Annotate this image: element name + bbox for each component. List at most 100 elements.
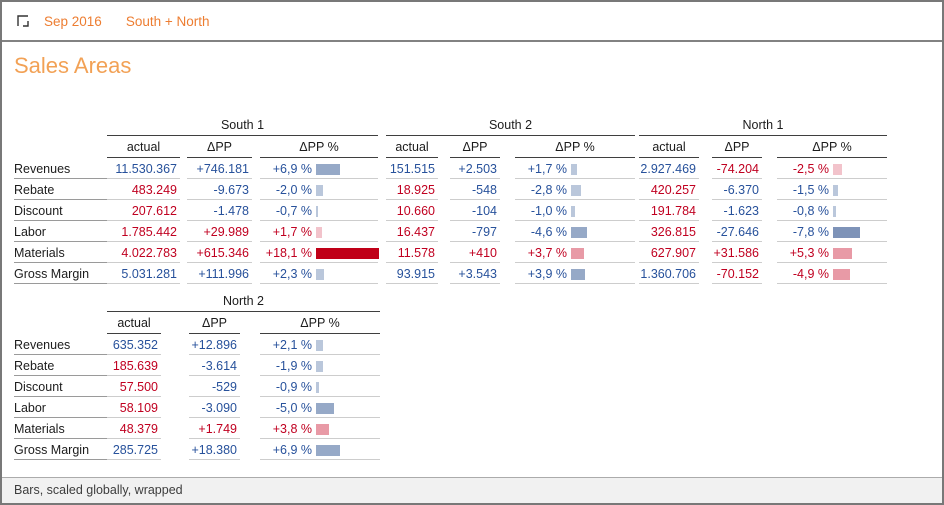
delta-bar [571,247,584,259]
column-header-delta_pct: ΔPP % [515,138,635,158]
table-row: 1.360.706 -70.152 -4,9 % [639,263,887,284]
cell-actual: 1.785.442 [107,222,180,242]
table-row: Revenues 11.530.367 +746.181 +6,9 % [14,158,378,179]
delta-pct-value: +2,3 % [272,267,312,281]
table-row: Gross Margin 285.725 +18.380 +6,9 % [14,439,380,460]
cell-delta: +3.543 [450,264,500,284]
cell-delta: +12.896 [189,335,240,355]
cell-delta: +31.586 [712,243,762,263]
table-row: Materials 48.379 +1.749 +3,8 % [14,418,380,439]
column-header-delta: ΔPP [712,138,762,158]
delta-bar [316,444,340,456]
table-row: Labor 58.109 -3.090 -5,0 % [14,397,380,418]
tables-row-2: North 2 actual ΔPP ΔPP % Revenues 635.352 +12.… [14,294,942,460]
table-row: 326.815 -27.646 -7,8 % [639,221,887,242]
cell-delta: +615.346 [187,243,252,263]
cell-delta: -74.204 [712,159,762,179]
cell-delta-pct: -2,0 % [260,180,378,200]
delta-pct-value: -0,8 % [792,204,829,218]
table-title-row: North 1 [639,118,887,136]
cell-actual: 1.360.706 [639,264,699,284]
table-row: 11.578 +410 +3,7 % [386,242,635,263]
delta-bar [571,205,575,217]
cell-actual: 151.515 [386,159,438,179]
cell-delta-pct: -7,8 % [777,222,887,242]
delta-pct-value: -4,6 % [530,225,567,239]
table-row: Rebate 483.249 -9.673 -2,0 % [14,179,378,200]
cell-delta: -70.152 [712,264,762,284]
delta-bar [316,247,379,259]
delta-bar [833,163,842,175]
delta-bar [316,360,323,372]
delta-pct-value: +1,7 % [272,225,312,239]
cell-actual: 635.352 [107,335,161,355]
table-row: Revenues 635.352 +12.896 +2,1 % [14,334,380,355]
period-label[interactable]: Sep 2016 [44,13,102,29]
cell-delta: -1.623 [712,201,762,221]
delta-bar [316,184,323,196]
table-group-south-2: South 2 actual ΔPP ΔPP % 151.515 +2.503 +1,7 %… [386,118,635,284]
table-row: Materials 4.022.783 +615.346 +18,1 % [14,242,379,263]
cell-actual: 420.257 [639,180,699,200]
cell-delta-pct: +6,9 % [260,159,378,179]
table-row: 151.515 +2.503 +1,7 % [386,158,635,179]
cell-delta: +410 [450,243,500,263]
table-group-south-1: South 1 actual ΔPP ΔPP % Revenues 11.530.367 +… [14,118,379,284]
cell-delta-pct: -1,5 % [777,180,887,200]
table-row: 16.437 -797 -4,6 % [386,221,635,242]
cell-actual: 2.927.469 [639,159,699,179]
table-row: Labor 1.785.442 +29.989 +1,7 % [14,221,378,242]
table-title-row: South 1 [14,118,378,136]
table-row: 93.915 +3.543 +3,9 % [386,263,635,284]
cell-delta: -529 [189,377,240,397]
row-label: Materials [14,243,107,263]
cell-delta-pct: -0,8 % [777,201,887,221]
status-bar: Bars, scaled globally, wrapped [2,477,942,503]
cell-delta: +1.749 [189,419,240,439]
cell-delta-pct: -2,5 % [777,159,887,179]
page-title: Sales Areas [14,53,132,78]
delta-pct-value: +18,1 % [265,246,312,260]
delta-pct-value: -1,9 % [275,359,312,373]
column-header-delta_pct: ΔPP % [777,138,887,158]
cell-actual: 326.815 [639,222,699,242]
scope-label[interactable]: South + North [125,13,210,29]
delta-pct-value: -0,9 % [275,380,312,394]
row-label: Discount [14,377,107,397]
delta-pct-value: -4,9 % [792,267,829,281]
cell-delta: -27.646 [712,222,762,242]
row-label: Gross Margin [14,440,107,460]
delta-pct-value: +2,1 % [272,338,312,352]
cell-delta-pct: -0,7 % [260,201,378,221]
table-title: North 2 [107,294,380,312]
delta-pct-value: +6,9 % [272,162,312,176]
cell-actual: 11.578 [386,243,438,263]
delta-pct-value: -7,8 % [792,225,829,239]
row-label-spacer [14,138,107,158]
row-label: Rebate [14,356,107,376]
delta-pct-value: +5,3 % [789,246,829,260]
table-row: 191.784 -1.623 -0,8 % [639,200,887,221]
row-label: Materials [14,419,107,439]
column-header-delta: ΔPP [187,138,252,158]
column-header-delta_pct: ΔPP % [260,314,380,334]
cell-delta: -9.673 [187,180,252,200]
delta-bar [316,268,324,280]
focus-corners-icon[interactable] [14,12,32,30]
table-group-north-2: North 2 actual ΔPP ΔPP % Revenues 635.352 +12.… [14,294,380,460]
cell-actual: 16.437 [386,222,438,242]
cell-delta-pct: -5,0 % [260,398,380,418]
delta-bar [571,184,581,196]
cell-actual: 57.500 [107,377,161,397]
delta-pct-value: -2,0 % [275,183,312,197]
delta-pct-value: -5,0 % [275,401,312,415]
delta-pct-value: +3,8 % [272,422,312,436]
row-label: Revenues [14,159,107,179]
delta-pct-value: -0,7 % [275,204,312,218]
cell-actual: 18.925 [386,180,438,200]
delta-bar [316,163,340,175]
cell-actual: 627.907 [639,243,699,263]
column-header-actual: actual [386,138,438,158]
cell-delta-pct: -4,9 % [777,264,887,284]
